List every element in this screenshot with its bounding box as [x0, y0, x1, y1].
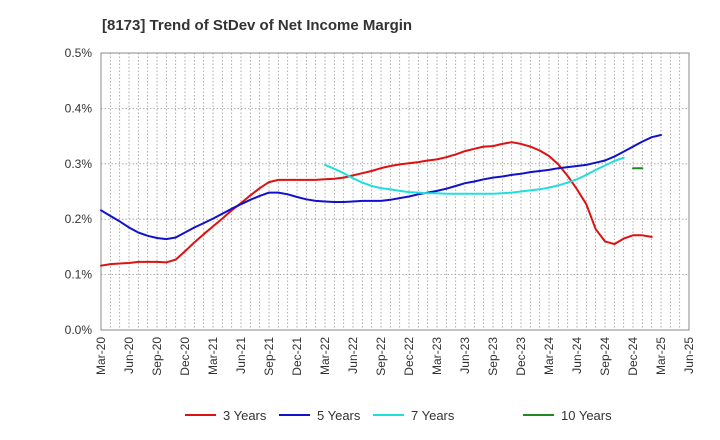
x-tick-label: Dec-20 [178, 337, 192, 376]
x-tick-label: Sep-22 [374, 337, 388, 376]
series-lines [100, 134, 662, 267]
y-tick-label: 0.5% [65, 46, 93, 60]
x-tick-label: Sep-21 [262, 337, 276, 376]
x-tick-label: Mar-25 [654, 337, 668, 375]
x-tick-label: Sep-20 [150, 337, 164, 376]
plot-border [100, 52, 690, 331]
series-line-3-years [100, 141, 653, 267]
x-tick-label: Dec-23 [514, 337, 528, 376]
x-tick-label: Mar-20 [94, 337, 108, 375]
x-tick-label: Jun-24 [570, 337, 584, 374]
plot-area [101, 53, 689, 330]
y-tick-label: 0.0% [65, 323, 93, 337]
legend-label: 7 Years [411, 408, 455, 423]
y-tick-label: 0.2% [65, 212, 93, 226]
x-tick-label: Dec-24 [626, 337, 640, 376]
x-tick-label: Jun-21 [234, 337, 248, 374]
series-line-7-years [324, 156, 625, 195]
legend-label: 10 Years [561, 408, 612, 423]
x-tick-label: Jun-22 [346, 337, 360, 374]
x-tick-label: Dec-21 [290, 337, 304, 376]
x-tick-label: Mar-21 [206, 337, 220, 375]
x-tick-label: Sep-23 [486, 337, 500, 376]
y-axis-ticks: 0.0% 0.1% 0.2% 0.3% 0.4% 0.5% [65, 46, 93, 337]
y-tick-label: 0.3% [65, 157, 93, 171]
x-tick-label: Jun-23 [458, 337, 472, 374]
y-tick-label: 0.4% [65, 101, 93, 115]
legend: 3 Years 5 Years 7 Years 10 Years [185, 408, 612, 423]
series-line-5-years [100, 134, 662, 241]
y-tick-label: 0.1% [65, 268, 93, 282]
x-tick-label: Jun-20 [122, 337, 136, 374]
x-tick-label: Dec-22 [402, 337, 416, 376]
x-tick-label: Sep-24 [598, 337, 612, 376]
x-tick-label: Mar-24 [542, 337, 556, 375]
legend-label: 5 Years [317, 408, 361, 423]
x-axis-ticks: Mar-20 Jun-20 Sep-20 Dec-20 Mar-21 Jun-21 Sep-… [94, 337, 696, 376]
legend-label: 3 Years [223, 408, 267, 423]
grid [100, 52, 690, 331]
x-tick-label: Mar-22 [318, 337, 332, 375]
x-tick-label: Jun-25 [682, 337, 696, 374]
chart-title: [8173] Trend of StDev of Net Income Marg… [102, 17, 412, 34]
x-tick-label: Mar-23 [430, 337, 444, 375]
